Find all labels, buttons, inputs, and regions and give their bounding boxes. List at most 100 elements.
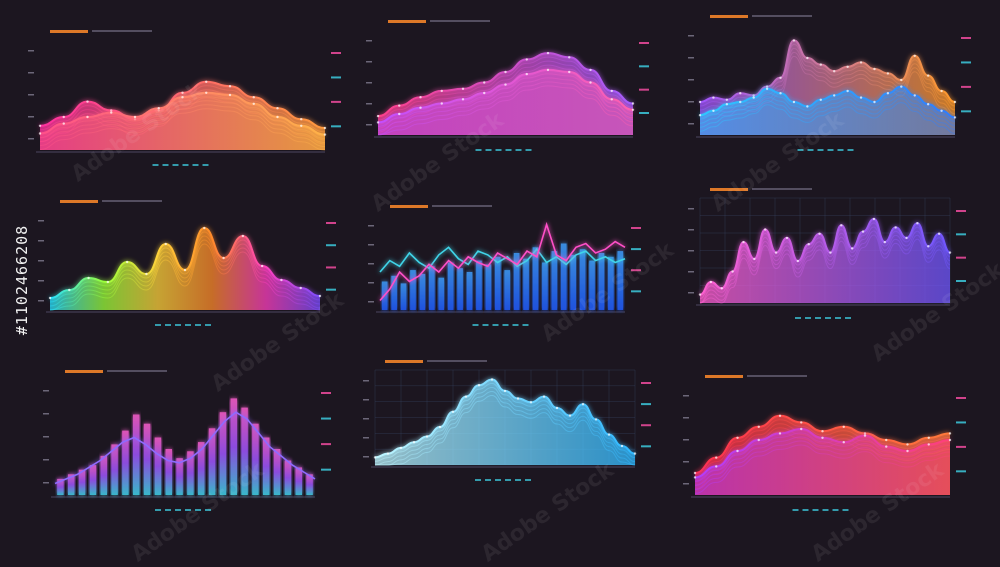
data-bar xyxy=(579,249,586,310)
data-point xyxy=(906,449,909,453)
axis-tick-mark xyxy=(28,116,34,118)
data-point xyxy=(725,103,729,106)
series-line xyxy=(377,85,634,136)
series-line xyxy=(694,440,951,490)
data-point xyxy=(886,72,890,75)
side-marker xyxy=(631,269,641,272)
data-point xyxy=(529,401,533,404)
data-point xyxy=(886,92,890,95)
axis-tick-mark xyxy=(688,229,694,231)
data-point xyxy=(712,96,715,99)
data-point xyxy=(873,67,876,71)
data-point xyxy=(631,108,635,112)
axis-tick-mark xyxy=(366,82,372,84)
series-area xyxy=(50,228,320,310)
data-point xyxy=(913,94,916,97)
data-point xyxy=(698,100,702,104)
data-bar xyxy=(570,254,576,310)
data-point xyxy=(86,115,89,119)
axis-tick-mark xyxy=(366,103,372,105)
data-point xyxy=(800,427,803,431)
data-point xyxy=(398,112,401,116)
header-marker xyxy=(385,360,423,363)
axis-tick-mark xyxy=(43,459,49,461)
data-point xyxy=(698,114,702,117)
footer-marker xyxy=(505,149,512,151)
data-point xyxy=(205,91,208,95)
data-point xyxy=(568,56,571,59)
data-point xyxy=(276,107,279,110)
data-point xyxy=(477,384,481,387)
footer-marker xyxy=(522,324,529,326)
data-point xyxy=(157,107,160,110)
data-bar xyxy=(111,444,118,495)
series-line xyxy=(375,394,636,466)
side-marker xyxy=(961,110,971,113)
data-bar xyxy=(608,256,614,310)
data-bar xyxy=(410,270,416,310)
data-point xyxy=(752,94,755,97)
series-line xyxy=(49,235,321,307)
data-bar xyxy=(133,414,140,495)
data-point xyxy=(757,438,760,442)
data-point xyxy=(712,109,715,113)
data-point xyxy=(438,425,442,429)
footer-marker xyxy=(837,149,844,151)
axis-tick-mark xyxy=(366,40,372,42)
data-point xyxy=(818,232,821,235)
data-point xyxy=(757,425,760,428)
side-marker xyxy=(956,445,966,448)
data-point xyxy=(927,443,930,446)
chart-panel-2 xyxy=(366,20,649,151)
data-point xyxy=(905,236,908,240)
data-point xyxy=(792,100,796,104)
axis-tick-mark xyxy=(683,395,689,397)
data-bar xyxy=(466,272,473,310)
footer-marker xyxy=(162,164,169,166)
footer-marker xyxy=(827,149,834,151)
series-line xyxy=(699,90,956,122)
axis-tick-mark xyxy=(688,57,694,59)
stock-id-label: #1102466208 xyxy=(13,224,31,336)
footer-marker xyxy=(165,324,171,326)
axis-tick-mark xyxy=(363,437,369,439)
data-point xyxy=(412,441,416,444)
data-point xyxy=(739,92,742,95)
chart-panel-7 xyxy=(43,370,331,511)
data-point xyxy=(440,102,443,105)
data-point xyxy=(228,93,232,97)
side-marker xyxy=(961,85,971,88)
side-marker xyxy=(639,112,649,114)
series-line xyxy=(699,39,956,103)
data-point xyxy=(490,378,494,381)
data-point xyxy=(399,446,403,450)
axis-tick-mark xyxy=(38,280,44,282)
data-point xyxy=(765,87,769,91)
header-marker xyxy=(102,200,162,202)
footer-marker xyxy=(185,509,191,511)
series-line xyxy=(699,234,951,304)
data-point xyxy=(555,406,559,410)
data-point xyxy=(503,389,507,393)
data-point xyxy=(323,126,327,130)
series-line xyxy=(377,56,634,121)
axis-tick-mark xyxy=(28,94,34,96)
data-bar xyxy=(391,275,397,310)
data-point xyxy=(900,85,903,88)
side-marker xyxy=(631,248,641,251)
side-marker xyxy=(639,65,649,68)
data-point xyxy=(715,465,718,468)
side-marker xyxy=(956,280,966,282)
header-marker xyxy=(50,30,88,33)
data-bar xyxy=(241,407,248,495)
data-point xyxy=(940,109,943,113)
data-point xyxy=(62,122,65,125)
data-point xyxy=(926,103,930,106)
footer-marker xyxy=(475,479,481,481)
data-bar xyxy=(263,437,270,495)
data-bar xyxy=(165,449,172,495)
data-bar xyxy=(122,430,129,495)
data-point xyxy=(833,94,836,97)
footer-marker xyxy=(792,509,799,511)
axis-tick-mark xyxy=(688,292,694,294)
